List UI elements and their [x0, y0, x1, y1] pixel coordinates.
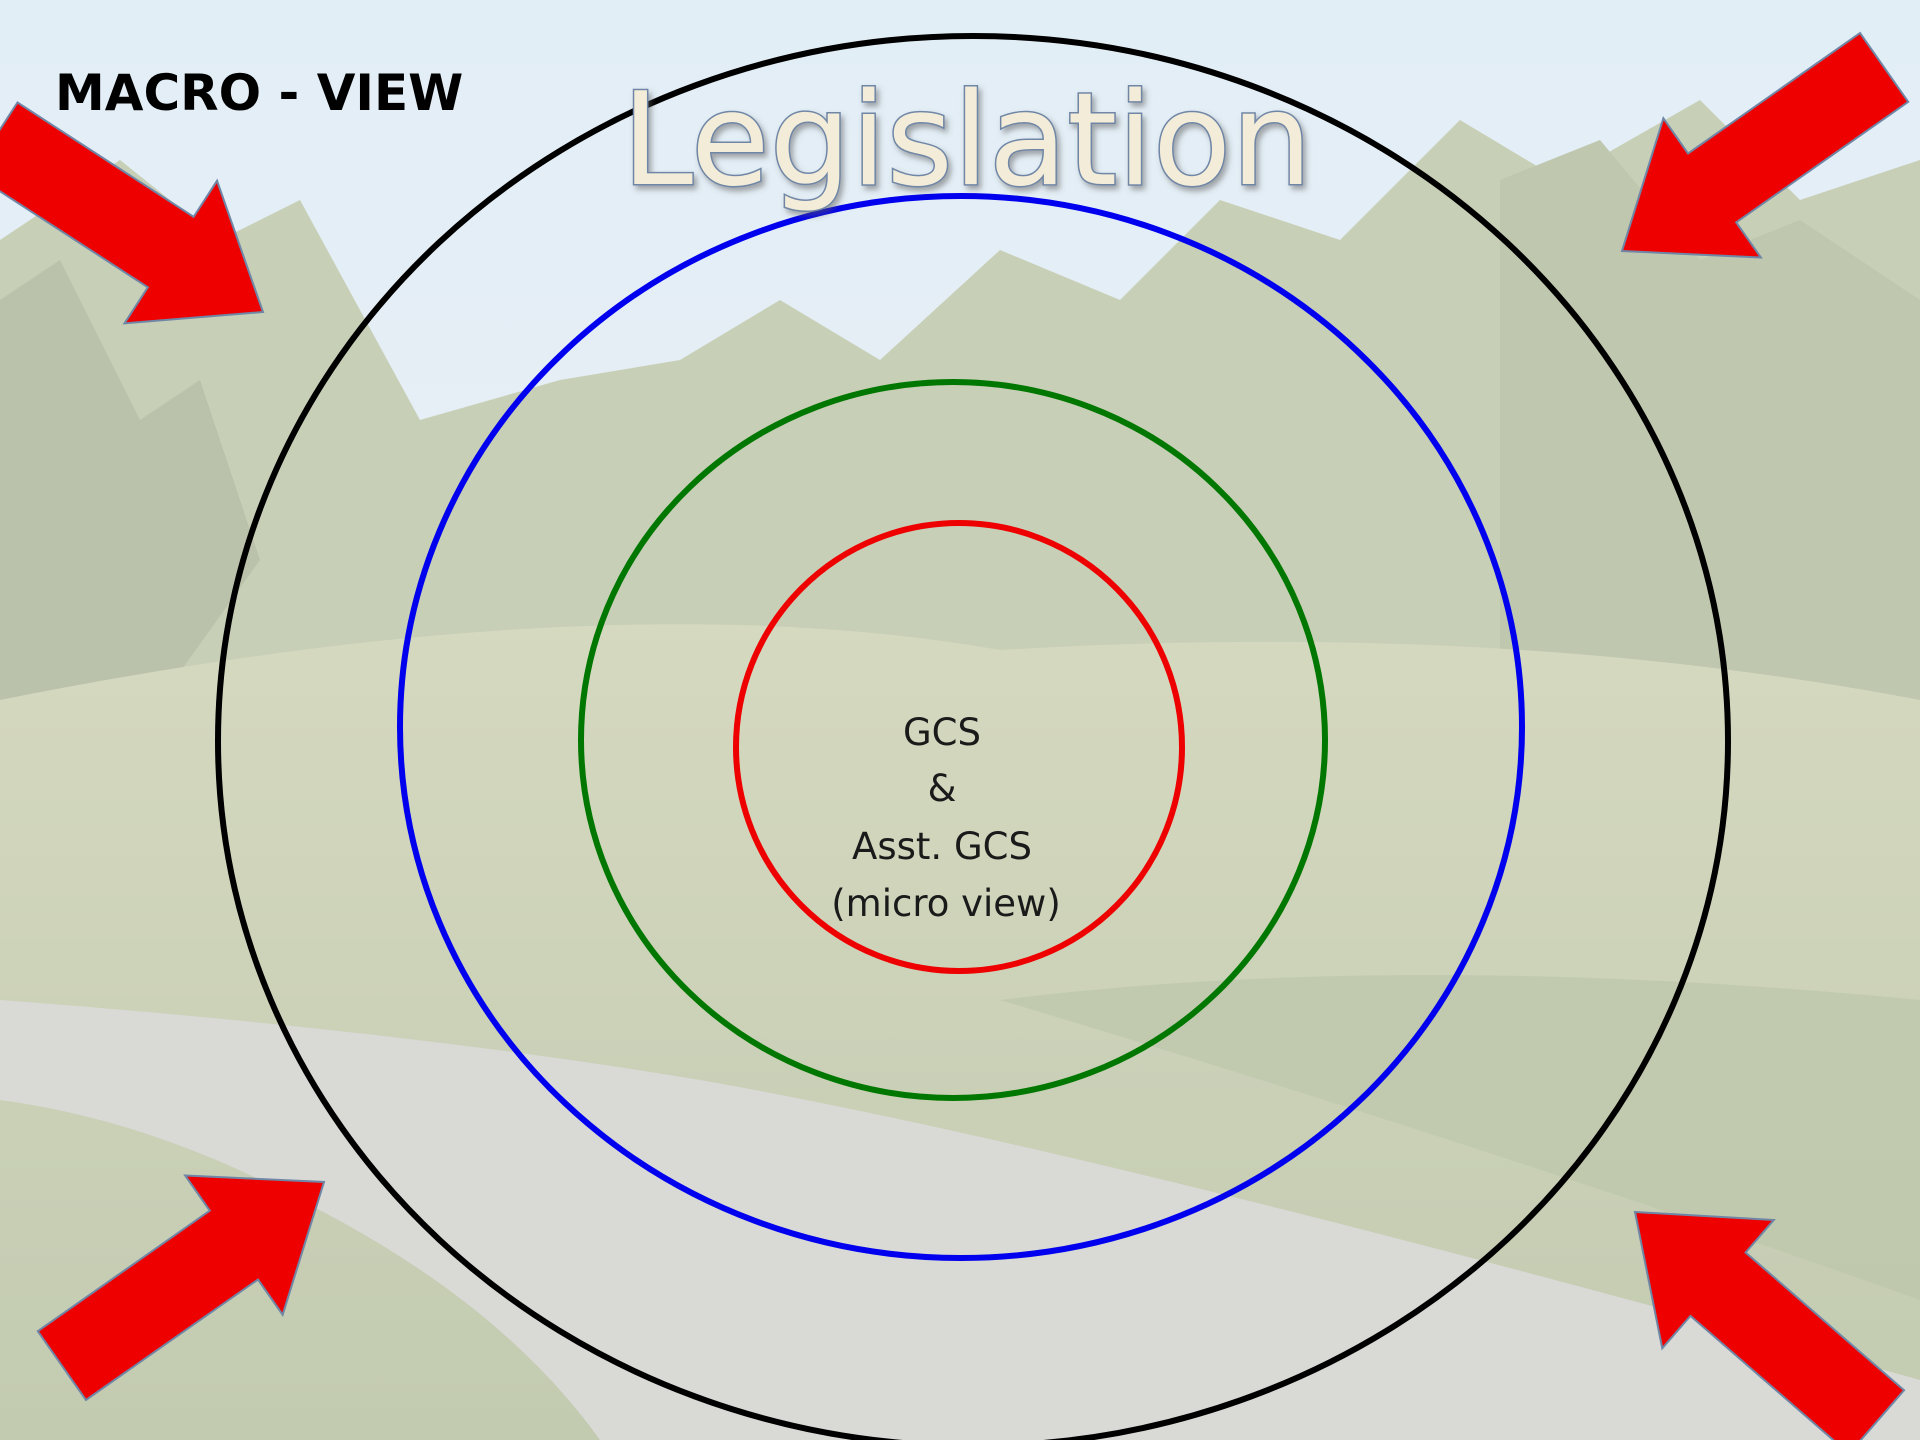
red-ring: [733, 520, 1185, 974]
heading: Legislation: [622, 66, 1313, 215]
arrow: [0, 101, 265, 325]
rings: [215, 33, 1731, 1440]
slide-label: MACRO - VIEW: [55, 64, 463, 122]
green-ring: [578, 379, 1328, 1101]
arrow: [36, 1174, 326, 1402]
arrow: [1620, 31, 1910, 259]
arrow: [1633, 1210, 1906, 1440]
blue-ring: [397, 193, 1525, 1261]
center-line: Asst. GCS: [852, 825, 1032, 868]
center-line: GCS: [903, 711, 981, 754]
outer-ring: [215, 33, 1731, 1440]
center-line: &: [928, 767, 957, 810]
center-line: (micro view): [831, 882, 1061, 925]
